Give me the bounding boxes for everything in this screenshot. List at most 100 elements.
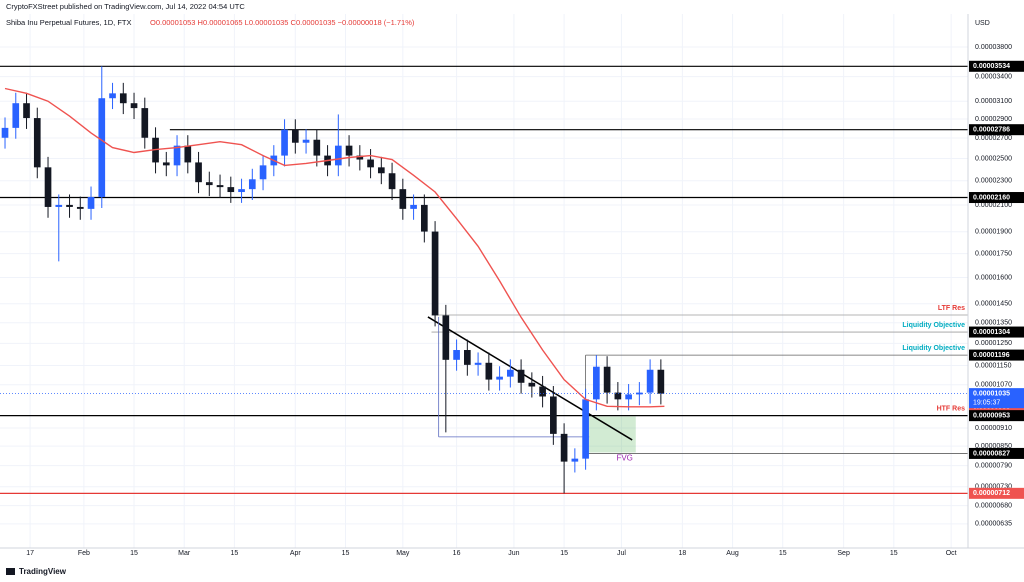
price-box-label: 0.00002160 bbox=[973, 194, 1010, 201]
y-tick-label: 0.00001450 bbox=[975, 301, 1012, 308]
y-tick-label: 0.00000850 bbox=[975, 443, 1012, 450]
candle-body bbox=[485, 362, 493, 380]
price-box bbox=[969, 192, 1024, 204]
y-tick-label: 0.00001250 bbox=[975, 340, 1012, 347]
price-box bbox=[969, 388, 1024, 409]
candle-body bbox=[227, 187, 235, 193]
candle-body bbox=[87, 197, 95, 209]
price-box bbox=[969, 447, 1024, 459]
plot: FVG LTF Res Liquidity Objective Liquidity O… bbox=[0, 14, 968, 548]
x-tick-label: May bbox=[396, 550, 410, 557]
y-tick-label: 0.00001350 bbox=[975, 320, 1012, 327]
candle-body bbox=[205, 182, 213, 186]
candle-body bbox=[528, 382, 536, 387]
candle-body bbox=[431, 231, 439, 316]
price-box-label: 0.00000827 bbox=[973, 450, 1010, 457]
y-tick-label: 0.00000635 bbox=[975, 521, 1012, 528]
price-box-label: 0.00002786 bbox=[973, 127, 1010, 134]
candle-body bbox=[453, 350, 460, 360]
y-tick-label: 0.00001150 bbox=[975, 362, 1012, 369]
candle-body bbox=[238, 189, 245, 193]
candle-body bbox=[119, 93, 127, 104]
candle-body bbox=[195, 162, 202, 183]
price-box bbox=[969, 60, 1024, 72]
price-box-label: 0.00003534 bbox=[973, 63, 1010, 70]
candle-body bbox=[657, 369, 665, 394]
price-box bbox=[969, 487, 1024, 499]
x-tick-label: 15 bbox=[560, 550, 568, 557]
y-tick-label: 0.00002900 bbox=[975, 116, 1012, 123]
candle-body bbox=[98, 98, 106, 198]
candle-body bbox=[130, 103, 138, 109]
zone-label: FVG bbox=[616, 454, 632, 463]
candle-body bbox=[302, 139, 310, 143]
candle-body bbox=[539, 386, 546, 397]
drawing-line bbox=[427, 316, 633, 441]
y-tick-label: 0.00001900 bbox=[975, 229, 1012, 236]
level-note: Liquidity Objective bbox=[902, 322, 965, 329]
candle-body bbox=[184, 145, 192, 163]
countdown: 19:05:37 bbox=[973, 399, 1000, 406]
y-tick-label: 0.00002500 bbox=[975, 155, 1012, 162]
price-box-label: 0.00001196 bbox=[973, 352, 1010, 359]
level-note: LTF Res bbox=[938, 305, 965, 312]
level-note: HTF Res bbox=[937, 405, 966, 412]
candle-body bbox=[216, 185, 224, 188]
price-box bbox=[969, 410, 1024, 422]
x-tick-label: 15 bbox=[779, 550, 787, 557]
y-tick-label: 0.00000730 bbox=[975, 484, 1012, 491]
moving-average bbox=[4, 87, 665, 408]
y-tick-label: 0.00003100 bbox=[975, 98, 1012, 105]
x-tick-label: Mar bbox=[178, 550, 191, 557]
candle-body bbox=[1, 127, 9, 138]
candle-body bbox=[442, 315, 450, 360]
fvg-zone bbox=[585, 416, 636, 453]
candle-body bbox=[356, 155, 364, 160]
currency: USD bbox=[975, 20, 990, 27]
x-tick-label: Oct bbox=[946, 550, 957, 557]
candle-body bbox=[55, 204, 63, 207]
y-tick-label: 0.00000790 bbox=[975, 462, 1012, 469]
candle-body bbox=[625, 394, 632, 400]
candle-body bbox=[377, 167, 385, 174]
symbol: Shiba Inu Perpetual Futures, 1D, FTX bbox=[6, 18, 131, 27]
x-tick-label: Jul bbox=[617, 550, 626, 557]
x-tick-label: 15 bbox=[342, 550, 350, 557]
ohlc: O0.00001053 H0.00001065 L0.00001035 C0.0… bbox=[150, 18, 415, 27]
candle-body bbox=[12, 103, 20, 128]
candle-body bbox=[474, 362, 482, 365]
price-box-label: 0.00001304 bbox=[973, 329, 1010, 336]
candle-body bbox=[23, 103, 30, 119]
y-tick-label: 0.00003800 bbox=[975, 44, 1012, 51]
y-tick-label: 0.00001070 bbox=[975, 382, 1012, 389]
candle-body bbox=[603, 366, 611, 393]
candle-body bbox=[141, 108, 149, 138]
y-tick-label: 0.00002300 bbox=[975, 178, 1012, 185]
price-box bbox=[969, 349, 1024, 361]
price-box-label: 0.00000953 bbox=[973, 412, 1010, 419]
x-tick-label: Sep bbox=[837, 550, 850, 557]
candle-body bbox=[259, 165, 267, 180]
candle-body bbox=[313, 139, 321, 156]
candle-body bbox=[410, 204, 417, 209]
candle-body bbox=[550, 396, 557, 434]
x-tick-label: Jun bbox=[508, 550, 519, 557]
candle-body bbox=[571, 458, 579, 462]
price-box-label: 0.00001035 bbox=[973, 390, 1010, 397]
candle-body bbox=[248, 179, 256, 190]
candle-body bbox=[582, 399, 589, 459]
y-tick-label: 0.00000680 bbox=[975, 502, 1012, 509]
candle-body bbox=[388, 173, 396, 190]
y-tick-label: 0.00000910 bbox=[975, 425, 1012, 432]
x-tick-label: 15 bbox=[890, 550, 898, 557]
candle-body bbox=[76, 206, 84, 209]
x-tick-label: 17 bbox=[26, 550, 34, 557]
price-box bbox=[969, 326, 1024, 338]
x-tick-label: Aug bbox=[726, 550, 739, 557]
candle-body bbox=[517, 369, 525, 383]
y-tick-label: 0.00001600 bbox=[975, 274, 1012, 281]
candle-body bbox=[646, 369, 654, 393]
candle-body bbox=[496, 376, 503, 380]
